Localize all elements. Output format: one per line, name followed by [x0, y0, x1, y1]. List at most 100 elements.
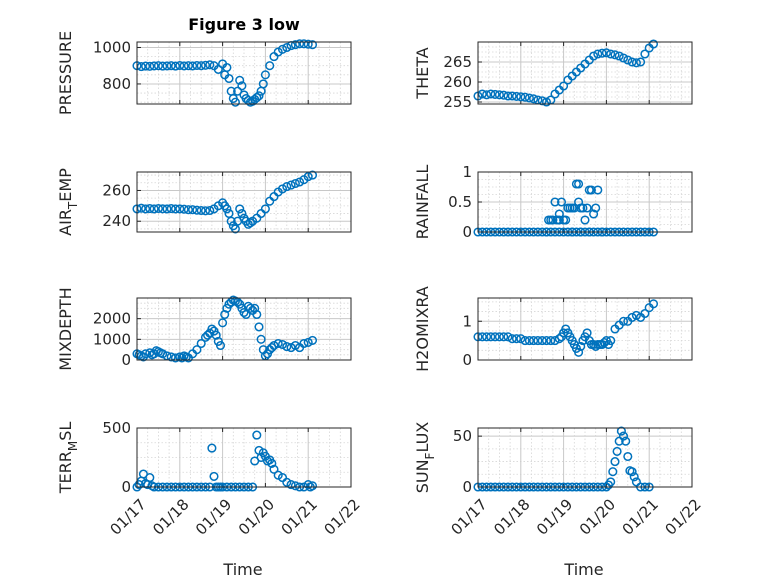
data-point	[277, 184, 288, 194]
data-point	[183, 61, 193, 71]
data-point	[192, 205, 202, 215]
data-point	[606, 49, 616, 59]
data-point	[252, 430, 262, 440]
data-point	[245, 218, 255, 228]
data-point	[303, 172, 313, 182]
data-point	[200, 60, 211, 70]
data-point	[166, 61, 176, 71]
data-point	[188, 205, 198, 215]
data-point	[559, 81, 569, 91]
data-point	[260, 70, 270, 80]
data-point	[648, 39, 659, 49]
data-point	[589, 51, 599, 61]
data-point	[170, 353, 181, 363]
figure-title: Figure 3 low	[188, 15, 300, 34]
data-point	[269, 464, 279, 474]
data-point	[205, 60, 215, 70]
data-point	[623, 55, 633, 65]
data-point	[153, 203, 163, 214]
data-point	[636, 57, 646, 67]
y-tick-label: 1	[462, 312, 472, 330]
y-axis-label: AIRTEMP	[56, 168, 80, 236]
axes-box	[477, 427, 693, 488]
data-point	[179, 204, 189, 214]
data-point	[554, 334, 564, 344]
data-point	[235, 204, 245, 214]
data-point	[179, 61, 189, 71]
y-axis-label: RAINFALL	[413, 165, 432, 240]
y-tick-label: 255	[443, 93, 472, 111]
data-point	[141, 349, 151, 359]
data-point	[627, 467, 637, 477]
y-axis-label: TERRMSL	[56, 422, 80, 495]
data-point	[282, 182, 292, 192]
axes-box	[477, 41, 693, 105]
data-point	[269, 340, 279, 351]
axes-box	[136, 427, 352, 488]
data-point	[215, 340, 226, 351]
data-point	[494, 90, 504, 100]
data-point	[550, 197, 560, 207]
data-point	[640, 308, 650, 319]
data-point	[541, 336, 552, 346]
data-point	[260, 204, 270, 214]
x-tick-label: 01/18	[490, 495, 533, 538]
y-axis-label: PRESSURE	[56, 31, 75, 115]
y-tick-label: 260	[443, 73, 472, 91]
data-point	[618, 431, 629, 441]
data-point	[520, 92, 530, 102]
data-point	[166, 352, 176, 362]
data-point	[218, 318, 228, 328]
data-point	[516, 92, 526, 102]
x-tick-label: 01/22	[661, 495, 704, 538]
data-point	[593, 49, 603, 59]
x-tick-label: 01/21	[278, 495, 321, 538]
data-point	[222, 62, 232, 73]
data-point	[503, 91, 513, 101]
data-point	[612, 446, 622, 456]
data-point	[524, 336, 534, 346]
data-point	[200, 206, 211, 216]
data-point	[546, 336, 556, 346]
data-point	[616, 426, 626, 436]
x-tick-label: 01/21	[619, 495, 662, 538]
data-point	[520, 336, 530, 346]
data-point	[256, 334, 266, 344]
y-tick-label: 0	[462, 478, 472, 496]
data-point	[303, 337, 313, 347]
data-point	[606, 336, 616, 346]
subplot-3: 240 260 AIRTEMP	[56, 168, 352, 236]
data-point	[578, 203, 588, 213]
data-point	[258, 79, 268, 89]
data-point	[149, 204, 159, 214]
axes-box	[136, 41, 352, 105]
data-point	[188, 61, 198, 71]
data-point	[286, 343, 296, 353]
data-point	[582, 203, 592, 213]
data-point	[207, 324, 217, 334]
subplot-4: 0 0.5 1 RAINFALL	[413, 163, 693, 241]
data-point	[593, 185, 603, 195]
y-tick-label: 50	[453, 427, 472, 445]
data-point	[610, 50, 620, 60]
axes-box	[136, 171, 352, 233]
data-point	[307, 481, 318, 491]
data-point	[507, 91, 517, 101]
data-point	[621, 436, 631, 446]
y-axis-label: THETA	[413, 47, 432, 99]
y-tick-label: 0.5	[448, 193, 472, 211]
data-point	[245, 303, 255, 313]
data-point	[529, 94, 539, 104]
data-point	[267, 343, 277, 353]
data-point	[175, 60, 185, 71]
x-axis-label: Time	[563, 560, 603, 579]
data-point	[589, 209, 599, 219]
data-point	[196, 338, 206, 349]
data-point	[153, 61, 163, 71]
data-point	[235, 75, 245, 85]
data-point	[241, 309, 251, 320]
data-point	[640, 49, 650, 59]
data-point	[192, 345, 202, 355]
data-point	[299, 39, 309, 49]
data-point	[629, 472, 639, 482]
